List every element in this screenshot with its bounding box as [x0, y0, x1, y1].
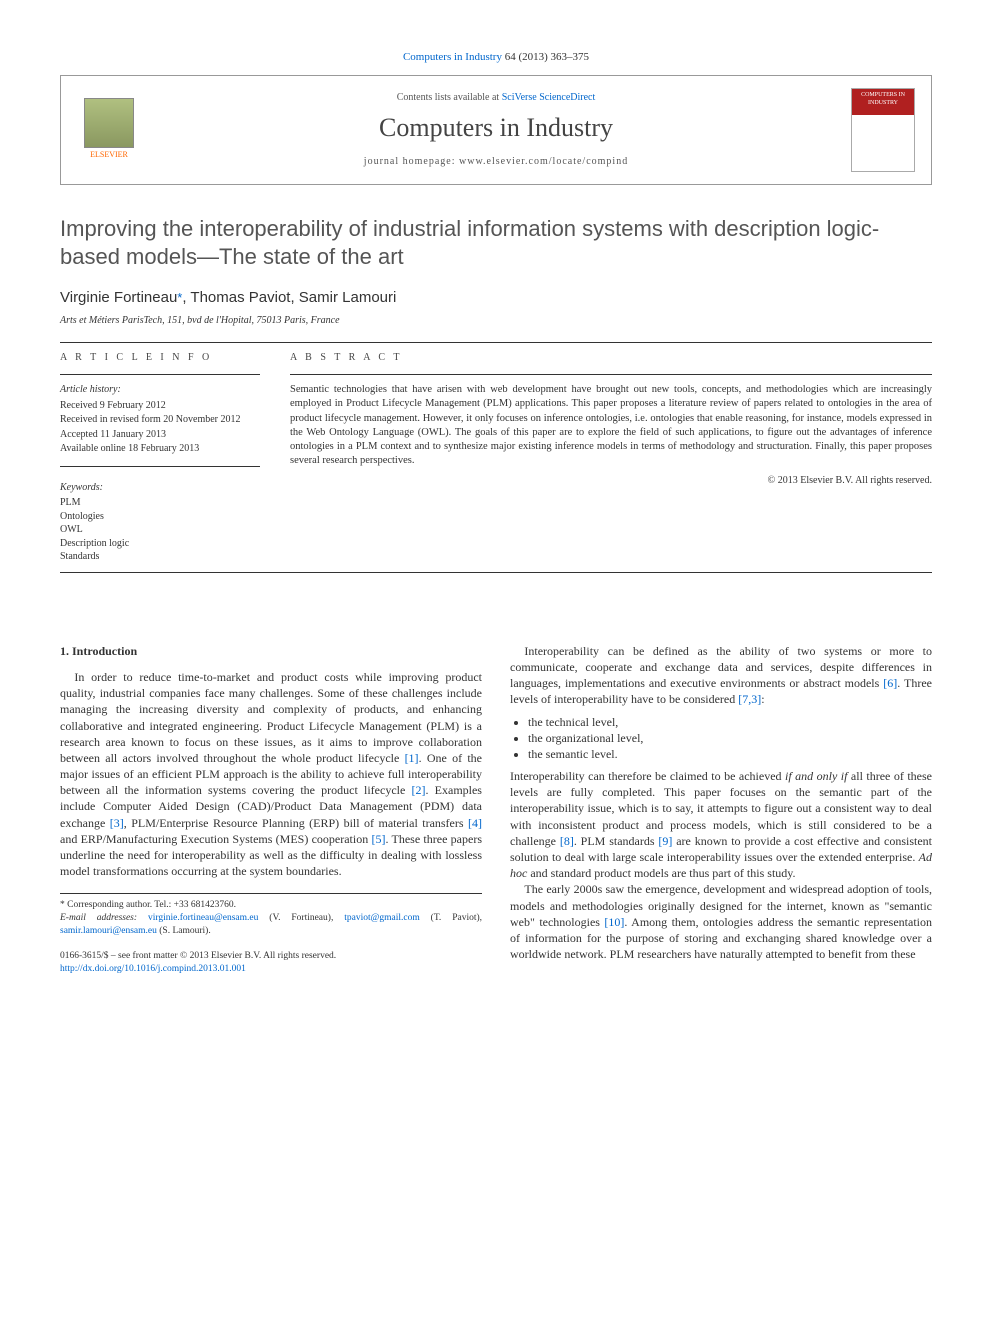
interop-levels-list: the technical level, the organizational …	[528, 714, 932, 763]
list-item: the organizational level,	[528, 730, 932, 746]
text: and standard product models are thus par…	[527, 866, 795, 880]
text: , PLM/Enterprise Resource Planning (ERP)…	[124, 816, 468, 830]
email-label: E-mail addresses:	[60, 913, 137, 923]
history-head: Article history:	[60, 383, 260, 397]
text: . PLM standards	[574, 834, 659, 848]
homepage-line: journal homepage: www.elsevier.com/locat…	[157, 155, 835, 169]
journal-center: Contents lists available at SciVerse Sci…	[157, 91, 835, 169]
history-revised: Received in revised form 20 November 201…	[60, 413, 260, 427]
info-divider-1	[60, 374, 260, 375]
article-info-head: A R T I C L E I N F O	[60, 351, 260, 365]
elsevier-tree-icon	[84, 98, 134, 148]
homepage-url[interactable]: www.elsevier.com/locate/compind	[459, 156, 628, 167]
ref-2[interactable]: [2]	[411, 783, 425, 797]
corr-author-note: * Corresponding author. Tel.: +33 681423…	[60, 899, 482, 912]
contents-prefix: Contents lists available at	[397, 92, 499, 103]
history-received: Received 9 February 2012	[60, 399, 260, 413]
interop-para-2: Interoperability can therefore be claime…	[510, 768, 932, 881]
body-columns: 1. Introduction In order to reduce time-…	[60, 643, 932, 976]
issn-line: 0166-3615/$ – see front matter © 2013 El…	[60, 950, 482, 963]
keyword: Ontologies	[60, 510, 260, 524]
divider-bottom	[60, 572, 932, 573]
ref-1[interactable]: [1]	[405, 751, 419, 765]
abstract-divider	[290, 374, 932, 375]
cover-title: COMPUTERS IN INDUSTRY	[852, 89, 914, 115]
article-title: Improving the interoperability of indust…	[60, 215, 932, 272]
divider-top	[60, 342, 932, 343]
cover-body	[852, 115, 914, 171]
authors: Virginie Fortineau*, Thomas Paviot, Sami…	[60, 288, 932, 308]
semweb-para: The early 2000s saw the emergence, devel…	[510, 881, 932, 962]
citation-journal[interactable]: Computers in Industry	[403, 51, 502, 63]
text: :	[761, 692, 764, 706]
iff: if and only if	[785, 769, 847, 783]
keyword: PLM	[60, 496, 260, 510]
citation-line: Computers in Industry 64 (2013) 363–375	[60, 50, 932, 65]
ref-5[interactable]: [5]	[371, 832, 385, 846]
text: Interoperability can be defined as the a…	[510, 644, 932, 690]
ref-7-3[interactable]: [7,3]	[738, 692, 761, 706]
text: Interoperability can therefore be claime…	[510, 769, 785, 783]
email-1-who: (V. Fortineau),	[258, 913, 333, 923]
email-2-who: (T. Paviot),	[420, 913, 482, 923]
page-footer: 0166-3615/$ – see front matter © 2013 El…	[60, 950, 482, 976]
journal-header: ELSEVIER Contents lists available at Sci…	[60, 75, 932, 185]
footnotes: * Corresponding author. Tel.: +33 681423…	[60, 893, 482, 937]
ref-4[interactable]: [4]	[468, 816, 482, 830]
elsevier-logo: ELSEVIER	[77, 94, 141, 166]
ref-8[interactable]: [8]	[560, 834, 574, 848]
text: and ERP/Manufacturing Execution Systems …	[60, 832, 371, 846]
intro-para-1: In order to reduce time-to-market and pr…	[60, 669, 482, 879]
info-abstract-row: A R T I C L E I N F O Article history: R…	[60, 351, 932, 564]
abstract-copyright: © 2013 Elsevier B.V. All rights reserved…	[290, 474, 932, 488]
author-1: Virginie Fortineau	[60, 289, 177, 306]
ref-3[interactable]: [3]	[110, 816, 124, 830]
contents-line: Contents lists available at SciVerse Sci…	[157, 91, 835, 105]
column-right: Interoperability can be defined as the a…	[510, 643, 932, 976]
ref-10[interactable]: [10]	[604, 915, 624, 929]
list-item: the semantic level.	[528, 746, 932, 762]
ref-6[interactable]: [6]	[883, 676, 897, 690]
doi-link[interactable]: http://dx.doi.org/10.1016/j.compind.2013…	[60, 963, 482, 976]
citation-volpages: 64 (2013) 363–375	[505, 51, 589, 63]
ref-9[interactable]: [9]	[658, 834, 672, 848]
interop-para: Interoperability can be defined as the a…	[510, 643, 932, 708]
history-online: Available online 18 February 2013	[60, 442, 260, 456]
journal-cover-thumbnail: COMPUTERS IN INDUSTRY	[851, 88, 915, 172]
column-left: 1. Introduction In order to reduce time-…	[60, 643, 482, 976]
abstract-head: A B S T R A C T	[290, 351, 932, 365]
keyword: Standards	[60, 550, 260, 564]
section-1-head: 1. Introduction	[60, 643, 482, 659]
email-3[interactable]: samir.lamouri@ensam.eu	[60, 926, 157, 936]
article-info: A R T I C L E I N F O Article history: R…	[60, 351, 260, 564]
email-addresses: E-mail addresses: virginie.fortineau@ens…	[60, 912, 482, 938]
email-1[interactable]: virginie.fortineau@ensam.eu	[148, 913, 258, 923]
keyword: Description logic	[60, 537, 260, 551]
journal-name: Computers in Industry	[157, 110, 835, 145]
abstract: A B S T R A C T Semantic technologies th…	[290, 351, 932, 564]
keyword: OWL	[60, 523, 260, 537]
keywords-head: Keywords:	[60, 481, 260, 495]
publisher-name: ELSEVIER	[90, 150, 128, 161]
sciencedirect-link[interactable]: SciVerse ScienceDirect	[502, 92, 596, 103]
info-divider-2	[60, 466, 260, 467]
affiliation: Arts et Métiers ParisTech, 151, bvd de l…	[60, 314, 932, 328]
abstract-body: Semantic technologies that have arisen w…	[290, 383, 932, 468]
authors-rest: , Thomas Paviot, Samir Lamouri	[182, 289, 396, 306]
history-accepted: Accepted 11 January 2013	[60, 428, 260, 442]
homepage-prefix: journal homepage:	[364, 156, 456, 167]
email-2[interactable]: tpaviot@gmail.com	[344, 913, 420, 923]
list-item: the technical level,	[528, 714, 932, 730]
email-3-who: (S. Lamouri).	[157, 926, 211, 936]
